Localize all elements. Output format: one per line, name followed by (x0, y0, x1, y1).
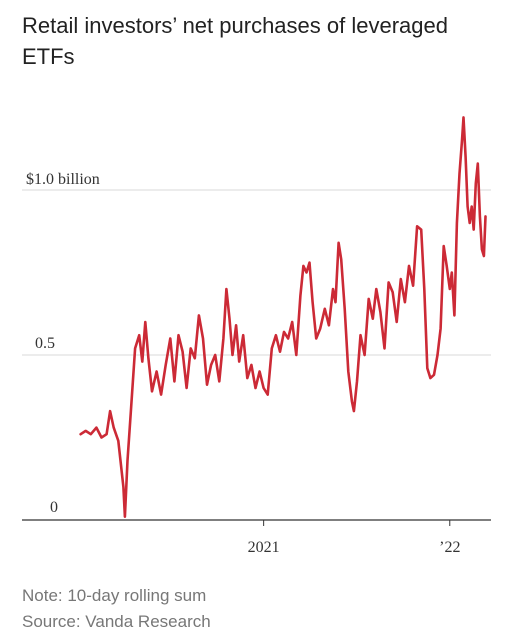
x-ticks: 2021 ’22 (248, 520, 460, 556)
chart-title: Retail investors’ net purchases of lever… (22, 13, 448, 69)
x-tick-label: 2021 (248, 539, 280, 556)
y-tick-label: 0 (50, 499, 58, 516)
series-layer (79, 116, 487, 518)
series-line (79, 116, 487, 518)
y-tick-labels: 0 0.5 $1.0 billion (26, 171, 100, 516)
chart-source: Source: Vanda Research (22, 612, 211, 631)
y-tick-label: 0.5 (35, 335, 55, 352)
y-tick-label: $1.0 billion (26, 171, 100, 188)
x-tick-label: ’22 (439, 539, 460, 556)
gridlines (22, 189, 491, 521)
chart-note: Note: 10-day rolling sum (22, 586, 207, 605)
